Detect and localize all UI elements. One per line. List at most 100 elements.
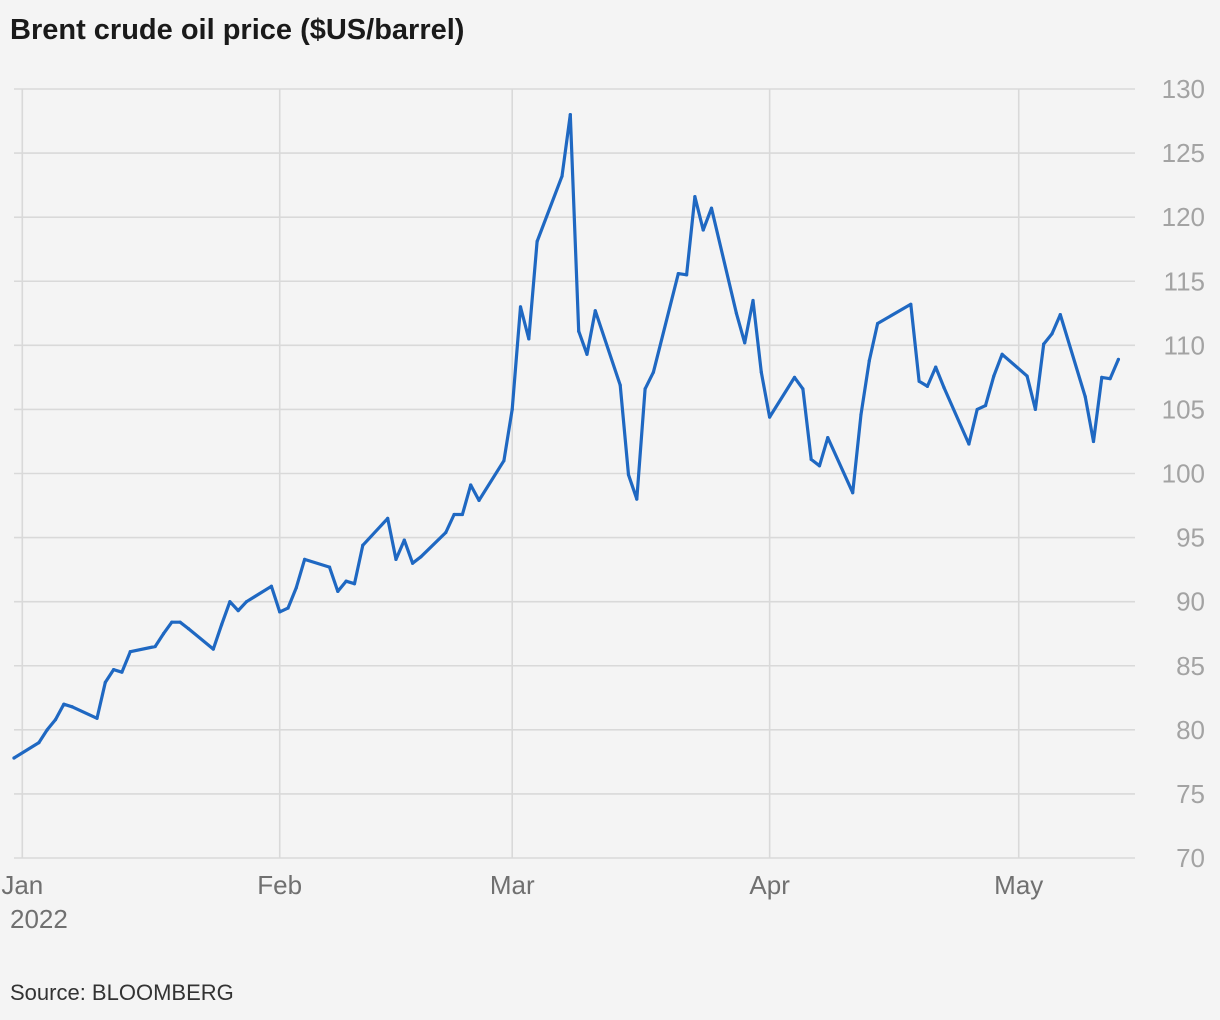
data-point: [469, 483, 473, 487]
y-tick-label: 105: [1162, 394, 1205, 424]
data-point: [568, 113, 572, 117]
y-tick-label: 110: [1164, 330, 1205, 360]
y-tick-label: 130: [1162, 74, 1205, 104]
data-point: [303, 557, 307, 561]
data-point: [219, 623, 224, 627]
data-point: [593, 309, 597, 313]
data-point: [178, 620, 182, 624]
data-point: [70, 705, 74, 709]
data-point: [12, 756, 16, 760]
data-point: [643, 387, 647, 391]
data-point: [352, 582, 357, 586]
data-point: [1108, 377, 1112, 381]
data-point: [394, 557, 398, 561]
y-tick-label: 95: [1176, 523, 1205, 553]
data-point: [1050, 332, 1054, 336]
data-point: [269, 584, 274, 588]
data-point: [410, 561, 415, 565]
data-point: [967, 442, 971, 446]
data-point: [859, 412, 863, 417]
data-point: [62, 702, 66, 706]
data-point: [170, 620, 174, 624]
data-point: [1058, 312, 1062, 317]
y-tick-label: 120: [1162, 202, 1205, 232]
data-point: [1091, 439, 1096, 444]
data-point: [975, 407, 979, 412]
data-point: [535, 239, 539, 244]
data-point: [460, 512, 464, 517]
y-tick-label: 70: [1176, 843, 1205, 873]
data-point: [236, 609, 240, 613]
y-tick-label: 125: [1162, 138, 1205, 168]
data-point: [510, 407, 514, 412]
data-point: [801, 387, 805, 391]
series-layer: [12, 112, 1121, 760]
x-tick-label: Jan: [1, 870, 43, 900]
data-point: [875, 321, 880, 326]
data-point: [120, 670, 124, 674]
data-point: [585, 352, 589, 356]
data-point: [112, 667, 116, 672]
x-tick-label: Apr: [749, 870, 790, 900]
data-point: [925, 384, 930, 388]
y-axis: 70 75 80 85 90 95 100 105 110 115 120 125 130: [1162, 74, 1205, 873]
data-point: [37, 741, 41, 745]
data-point: [452, 512, 456, 517]
data-point: [759, 370, 763, 374]
data-point: [693, 195, 697, 199]
source-note: Source: BLOOMBERG: [10, 980, 234, 1005]
data-point: [95, 716, 99, 720]
data-point: [402, 538, 406, 542]
data-point: [635, 497, 639, 501]
data-point: [743, 341, 747, 345]
data-point: [1000, 352, 1004, 356]
data-point: [983, 403, 988, 408]
y-tick-label: 115: [1164, 266, 1205, 296]
line-chart: 70 75 80 85 90 95 100 105 110 115 120 125 130 Jan 202…: [1, 74, 1205, 934]
data-point: [917, 379, 921, 383]
data-point: [768, 415, 772, 419]
data-point: [1042, 342, 1046, 346]
data-point: [228, 600, 232, 604]
x-tick-label: Feb: [257, 870, 302, 900]
data-point: [53, 717, 58, 722]
y-tick-label: 100: [1162, 459, 1205, 489]
data-point: [867, 359, 871, 363]
data-point: [934, 365, 938, 369]
data-point: [618, 383, 622, 387]
data-point: [327, 565, 332, 569]
data-point: [817, 464, 822, 468]
y-tick-label: 75: [1176, 779, 1205, 809]
x-tick-label: May: [994, 870, 1043, 900]
data-point: [518, 305, 523, 309]
data-point: [792, 375, 797, 379]
data-point: [128, 650, 132, 654]
data-point: [809, 457, 813, 462]
data-point: [942, 386, 946, 390]
x-tick-year-label: 2022: [10, 904, 68, 934]
y-tick-label: 90: [1176, 587, 1205, 617]
data-point: [286, 606, 290, 610]
price-series-line: [12, 112, 1121, 760]
data-point: [211, 647, 215, 651]
data-point: [161, 632, 166, 636]
data-point: [1116, 357, 1120, 362]
data-point: [992, 374, 996, 378]
data-point: [709, 206, 714, 210]
data-point: [186, 626, 190, 631]
data-point: [344, 579, 348, 583]
data-point: [336, 589, 340, 594]
data-point: [244, 600, 249, 604]
data-point: [294, 585, 298, 590]
data-point: [676, 271, 680, 276]
data-point: [701, 228, 705, 232]
data-point: [502, 459, 506, 463]
x-tick-label: Mar: [490, 870, 535, 900]
data-point: [153, 644, 157, 649]
data-point: [45, 728, 49, 732]
data-point: [734, 311, 739, 315]
data-point: [1025, 374, 1029, 378]
y-tick-label: 85: [1176, 651, 1205, 681]
data-point: [826, 436, 830, 440]
x-axis: Jan 2022 Feb Mar Apr May: [1, 870, 1043, 934]
